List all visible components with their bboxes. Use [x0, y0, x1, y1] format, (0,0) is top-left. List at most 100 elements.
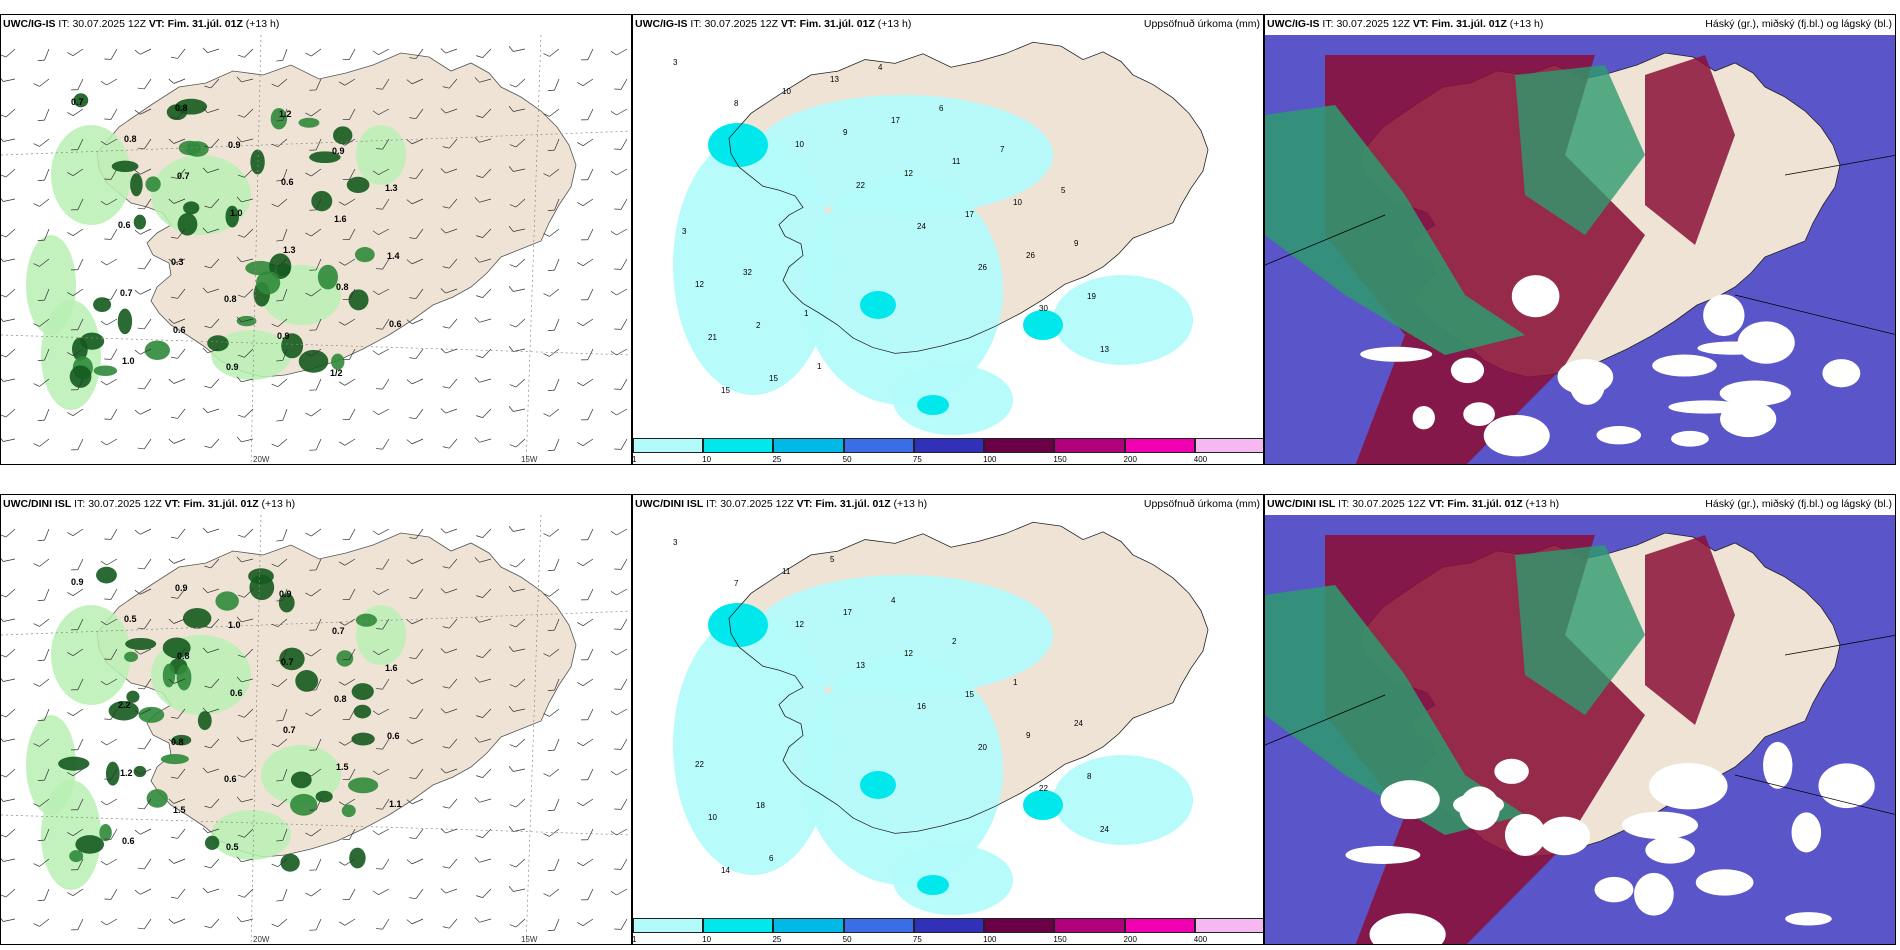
wind-barb	[409, 768, 424, 780]
clear-sky-patch	[1763, 741, 1793, 789]
wind-barb	[509, 438, 526, 448]
wind-barb	[547, 618, 560, 632]
wind-barb	[202, 827, 220, 834]
wind-barb	[577, 198, 594, 207]
wind-barb	[375, 558, 390, 570]
colorbar-tick-label: 10	[702, 935, 712, 944]
mid-cloud-area	[1645, 55, 1735, 245]
precip-cell	[341, 804, 356, 818]
wind-barb	[204, 378, 220, 389]
wind-barb	[100, 618, 118, 626]
wind-barb	[509, 318, 526, 328]
wind-barb	[342, 228, 356, 240]
colorbar-tick-label: 25	[772, 935, 782, 944]
precip-value-label: 10	[1013, 198, 1022, 207]
clear-sky-patch	[1695, 869, 1754, 896]
wind-barb	[236, 376, 254, 383]
boundary-line	[1734, 774, 1895, 815]
wind-barb	[134, 528, 152, 535]
wind-barb	[33, 618, 50, 627]
wind-barb	[1, 76, 16, 82]
wind-barb	[202, 587, 220, 594]
wind-barb	[474, 137, 492, 143]
wind-barb	[338, 378, 356, 386]
clear-sky-patch	[1463, 402, 1495, 427]
wind-barb	[406, 918, 424, 925]
wind-barb	[577, 918, 594, 927]
wind-barb	[375, 678, 390, 690]
wind-barb	[409, 48, 424, 60]
wind-barb	[33, 78, 50, 87]
wind-barb	[271, 558, 288, 568]
wind-barb	[338, 618, 356, 626]
precip-value-label: 12	[795, 620, 804, 629]
wind-barb	[104, 168, 118, 180]
wind-barb	[610, 768, 628, 776]
precip-cell	[99, 823, 112, 842]
wind-barb	[406, 378, 424, 385]
wind-barb	[547, 678, 560, 692]
wind-barb	[1, 196, 16, 202]
precip-value-label: 0.7	[71, 97, 84, 107]
wind-barb	[577, 138, 594, 147]
wind-barb	[372, 408, 390, 415]
wind-barb	[338, 918, 356, 926]
wind-barb	[338, 78, 356, 86]
colorbar-tick-label: 25	[772, 455, 782, 464]
colorbar-tick-label: 200	[1123, 935, 1137, 944]
wind-barb	[202, 707, 220, 714]
clear-sky-patch	[1652, 354, 1717, 377]
precip-cell	[133, 765, 147, 778]
wind-barb	[372, 48, 390, 55]
panel-top-wind: UWC/IG-IS IT: 30.07.2025 12Z VT: Fim. 31…	[0, 14, 632, 465]
precip-area-light	[51, 125, 131, 225]
wind-barb	[614, 378, 628, 390]
wind-barb	[577, 678, 594, 687]
precip-value-label: 1.0	[122, 356, 135, 366]
clear-sky-patch	[1634, 872, 1674, 916]
wind-barb	[37, 768, 50, 782]
wind-barb	[508, 706, 526, 712]
wind-barb	[100, 78, 118, 86]
wind-barb	[409, 528, 424, 540]
panel-title: UWC/DINI ISL IT: 30.07.2025 12Z VT: Fim.…	[635, 498, 928, 510]
wind-barb	[305, 288, 322, 297]
precip-value-label: 13	[1100, 345, 1109, 354]
wind-barb	[342, 708, 356, 720]
wind-barb	[276, 288, 288, 302]
precip-cell	[105, 761, 120, 786]
precip-cell	[93, 365, 118, 377]
precip-value-label: 19	[1087, 292, 1096, 301]
wind-barb	[134, 228, 152, 235]
wind-barb	[236, 76, 254, 83]
wind-barb	[237, 528, 254, 538]
wind-barb	[309, 378, 322, 391]
precip-area-1mm	[1053, 755, 1193, 845]
clear-sky-patch	[1557, 359, 1614, 395]
wind-barb	[1, 768, 16, 778]
grid-line	[525, 35, 542, 464]
precip-area-10mm	[1023, 790, 1063, 820]
wind-barb	[71, 858, 84, 871]
wind-barb	[342, 888, 356, 900]
wind-barb	[71, 558, 84, 571]
wind-barb	[409, 228, 424, 240]
wind-barb	[276, 48, 288, 62]
wind-barb	[237, 888, 254, 898]
precip-cell	[346, 176, 370, 193]
wind-barb	[581, 708, 594, 721]
wind-barb	[309, 678, 322, 691]
precip-value-label: 24	[1074, 719, 1083, 728]
colorbar-tick-label: 400	[1193, 935, 1208, 944]
cloud-cover-map	[1265, 515, 1895, 944]
precip-area-light	[211, 810, 291, 860]
panel-field-label: Uppsöfnuð úrkoma (mm)	[1143, 498, 1260, 510]
precip-value-label: 1.2	[279, 109, 292, 119]
wind-barb	[509, 738, 526, 748]
clear-sky-patch	[1668, 400, 1745, 414]
wind-barb	[71, 738, 84, 751]
wind-barb	[271, 258, 288, 268]
wind-barb	[170, 48, 186, 59]
wind-barb	[276, 708, 288, 722]
precip-area-1mm	[1053, 275, 1193, 365]
